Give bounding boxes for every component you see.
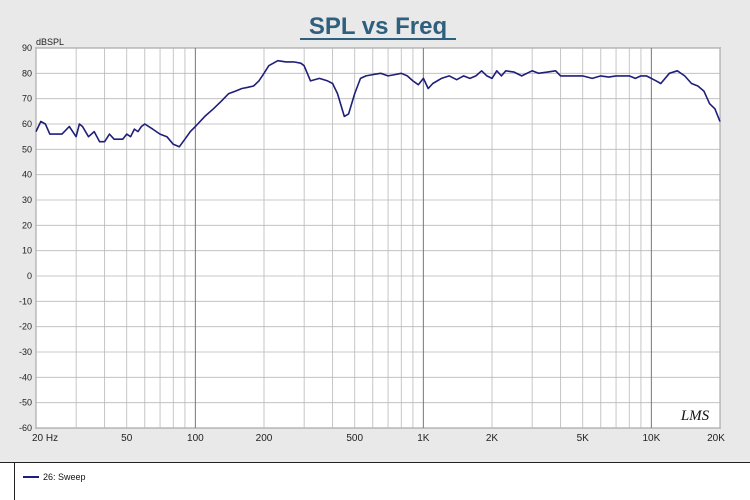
x-tick-label: 500 bbox=[346, 433, 363, 444]
x-tick-label: 50 bbox=[121, 433, 133, 444]
y-tick-labels: 90 80 70 60 50 40 30 20 10 0 -10 -20 -30 -40 -50 -60 bbox=[19, 43, 32, 433]
x-tick-labels: 20 Hz 50 100 200 500 1K 2K 5K 10K 20K bbox=[32, 433, 725, 444]
lms-watermark: LMS bbox=[680, 408, 710, 424]
x-tick-label: 10K bbox=[642, 433, 660, 444]
y-tick-label: -50 bbox=[19, 398, 32, 408]
y-tick-label: 30 bbox=[22, 195, 32, 205]
x-tick-label: 100 bbox=[187, 433, 204, 444]
x-tick-label: 1K bbox=[417, 433, 430, 444]
grid-minor bbox=[35, 47, 721, 429]
y-tick-label: 10 bbox=[22, 246, 32, 256]
y-tick-label: -10 bbox=[19, 296, 32, 306]
x-tick-label: 5K bbox=[577, 433, 590, 444]
legend-swatch bbox=[23, 476, 39, 478]
y-tick-label: -20 bbox=[19, 322, 32, 332]
y-tick-label: -30 bbox=[19, 347, 32, 357]
x-tick-label: 2K bbox=[486, 433, 499, 444]
series-line-sweep bbox=[35, 59, 721, 148]
y-tick-label: 60 bbox=[22, 119, 32, 129]
x-tick-label: 20K bbox=[707, 433, 725, 444]
legend-entry-sweep[interactable]: 26: Sweep bbox=[23, 472, 86, 482]
legend-label: 26: Sweep bbox=[43, 472, 86, 482]
y-tick-label: 50 bbox=[22, 144, 32, 154]
legend-panel: 26: Sweep bbox=[14, 462, 750, 500]
y-tick-label: 80 bbox=[22, 68, 32, 78]
x-tick-label: 200 bbox=[256, 433, 273, 444]
y-tick-label: 90 bbox=[22, 43, 32, 53]
legend-left-strip bbox=[0, 462, 14, 500]
grid-major bbox=[194, 48, 652, 428]
y-axis-label: dBSPL bbox=[36, 37, 64, 47]
y-tick-label: 70 bbox=[22, 94, 32, 104]
y-tick-label: -60 bbox=[19, 423, 32, 433]
y-tick-label: 0 bbox=[27, 271, 32, 281]
chart-title: SPL vs Freq bbox=[309, 13, 447, 40]
y-tick-label: -40 bbox=[19, 372, 32, 382]
x-tick-label: 20 Hz bbox=[32, 433, 58, 444]
y-tick-label: 40 bbox=[22, 170, 32, 180]
y-tick-label: 20 bbox=[22, 220, 32, 230]
chart-area: SPL vs Freq dBSPL 90 80 70 60 50 40 30 20 10 0 -10… bbox=[18, 13, 726, 444]
spl-chart: SPL vs Freq dBSPL 9080706050403020100-10… bbox=[19, 13, 725, 444]
plot-background bbox=[35, 47, 721, 429]
